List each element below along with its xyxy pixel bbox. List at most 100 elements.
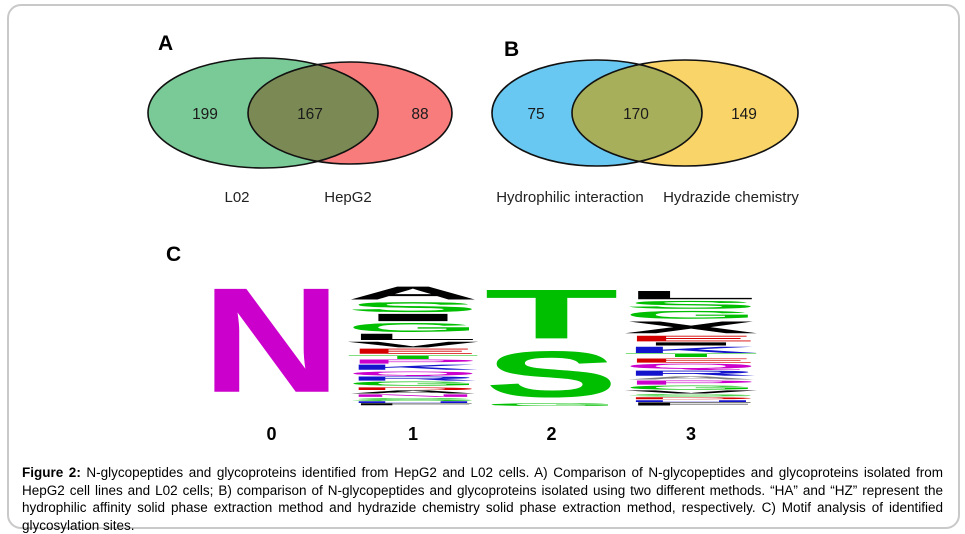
svg-text:X: X bbox=[623, 320, 758, 335]
logo-letter-T: T bbox=[623, 353, 758, 358]
logo-letter-E: E bbox=[346, 348, 479, 355]
svg-text:A: A bbox=[346, 390, 479, 394]
logo-letter-N: N bbox=[346, 394, 479, 397]
logo-letter-G: G bbox=[623, 310, 758, 320]
logo-letter-A: A bbox=[346, 390, 479, 394]
venn-b-overlap-region bbox=[572, 60, 702, 166]
venn-a-overlap-count: 167 bbox=[297, 106, 323, 123]
venn-diagram-a: 199 167 88 bbox=[147, 57, 453, 169]
logo-letter-H: H bbox=[346, 401, 479, 404]
logo-letter-N: N bbox=[201, 276, 341, 406]
logo-letter-A: A bbox=[346, 285, 479, 301]
logo-position-label: 3 bbox=[685, 424, 697, 444]
logo-letter-A: A bbox=[623, 376, 758, 380]
svg-text:D: D bbox=[346, 387, 479, 391]
logo-letter-H: H bbox=[623, 400, 758, 403]
svg-text:R: R bbox=[623, 370, 758, 377]
svg-text:L: L bbox=[346, 333, 479, 341]
svg-text:P: P bbox=[623, 380, 758, 385]
svg-text:E: E bbox=[623, 358, 758, 363]
logo-position-label: 2 bbox=[546, 424, 557, 444]
logo-letter-G: G bbox=[346, 381, 479, 386]
logo-letter-X: X bbox=[623, 320, 758, 335]
svg-text:G: G bbox=[346, 381, 479, 386]
venn-a-right-set-label: HepG2 bbox=[324, 189, 372, 206]
figure-caption-text: N-glycopeptides and glycoproteins identi… bbox=[22, 465, 943, 533]
venn-b-right-outline bbox=[571, 59, 799, 167]
svg-text:H: H bbox=[346, 401, 479, 404]
logo-letter-L: L bbox=[346, 333, 479, 341]
logo-letter-G: G bbox=[623, 385, 758, 390]
svg-text:S: S bbox=[346, 398, 479, 401]
panel-b-label: B bbox=[504, 38, 520, 61]
logo-letter-S: S bbox=[623, 394, 758, 397]
svg-text:P: P bbox=[346, 359, 479, 364]
logo-position-label: 1 bbox=[407, 424, 419, 444]
svg-text:K: K bbox=[346, 364, 479, 371]
logo-letter-Q: Q bbox=[623, 363, 758, 370]
svg-text:N: N bbox=[346, 394, 479, 397]
logo-letter-I: I bbox=[623, 342, 758, 346]
svg-text:A: A bbox=[346, 285, 479, 301]
venn-b-left-outline bbox=[491, 59, 703, 167]
venn-a-right-outline bbox=[247, 61, 453, 165]
svg-text:T: T bbox=[484, 284, 618, 345]
svg-text:V: V bbox=[346, 341, 480, 348]
panel-a-label: A bbox=[158, 32, 174, 55]
logo-letter-E: E bbox=[623, 358, 758, 363]
venn-b-left-count: 75 bbox=[527, 106, 544, 123]
svg-text:E: E bbox=[623, 335, 758, 342]
svg-text:T: T bbox=[623, 353, 758, 358]
svg-text:S: S bbox=[484, 346, 618, 403]
logo-letter-K: K bbox=[623, 346, 758, 354]
logo-letter-S: S bbox=[346, 301, 479, 313]
venn-a-left-set-label: L02 bbox=[224, 189, 250, 206]
svg-text:R: R bbox=[346, 376, 479, 381]
svg-text:F: F bbox=[346, 403, 479, 406]
logo-letter-S: S bbox=[484, 346, 618, 403]
svg-text:F: F bbox=[623, 402, 758, 406]
svg-text:T: T bbox=[346, 355, 479, 360]
logo-letter-V: V bbox=[346, 341, 480, 348]
svg-text:I: I bbox=[346, 313, 479, 322]
venn-b-right-count: 149 bbox=[731, 106, 757, 123]
logo-letter-F: F bbox=[623, 402, 758, 406]
logo-letter-R: R bbox=[346, 376, 479, 381]
logo-letter-G: G bbox=[346, 322, 479, 333]
logo-letter-T: T bbox=[484, 284, 618, 345]
logo-letter-I: I bbox=[346, 313, 479, 322]
svg-text:Q: Q bbox=[623, 363, 758, 370]
figure-caption-label: Figure 2: bbox=[22, 465, 81, 480]
svg-text:G: G bbox=[346, 322, 479, 333]
svg-text:H: H bbox=[623, 400, 758, 403]
logo-column-0: N bbox=[200, 276, 343, 406]
venn-diagram-b: 75 170 149 bbox=[491, 59, 799, 167]
svg-text:S: S bbox=[346, 301, 479, 313]
svg-text:E: E bbox=[346, 348, 479, 355]
logo-letter-S: S bbox=[623, 300, 758, 310]
svg-text:D: D bbox=[623, 397, 758, 400]
logo-letter-Q: Q bbox=[346, 371, 479, 376]
venn-b-left-set-label: Hydrophilic interaction bbox=[496, 189, 644, 206]
venn-b-right-set-label: Hydrazide chemistry bbox=[663, 189, 799, 206]
svg-text:I: I bbox=[623, 342, 758, 346]
venn-a-left-count: 199 bbox=[192, 106, 218, 123]
svg-text:V: V bbox=[623, 390, 758, 394]
svg-text:K: K bbox=[623, 346, 758, 354]
svg-text:G: G bbox=[623, 310, 758, 320]
logo-letter-E: E bbox=[623, 335, 758, 342]
logo-letter-G: G bbox=[484, 403, 618, 406]
panel-c-label: C bbox=[166, 243, 182, 266]
venn-a-right-count: 88 bbox=[411, 106, 428, 123]
logo-letter-P: P bbox=[346, 359, 479, 364]
svg-text:G: G bbox=[623, 385, 758, 390]
logo-letter-F: F bbox=[346, 403, 479, 406]
logo-letter-V: V bbox=[623, 390, 758, 394]
svg-text:Q: Q bbox=[346, 371, 479, 376]
venn-b-overlap-count: 170 bbox=[623, 106, 649, 123]
logo-letter-L: L bbox=[623, 290, 758, 300]
